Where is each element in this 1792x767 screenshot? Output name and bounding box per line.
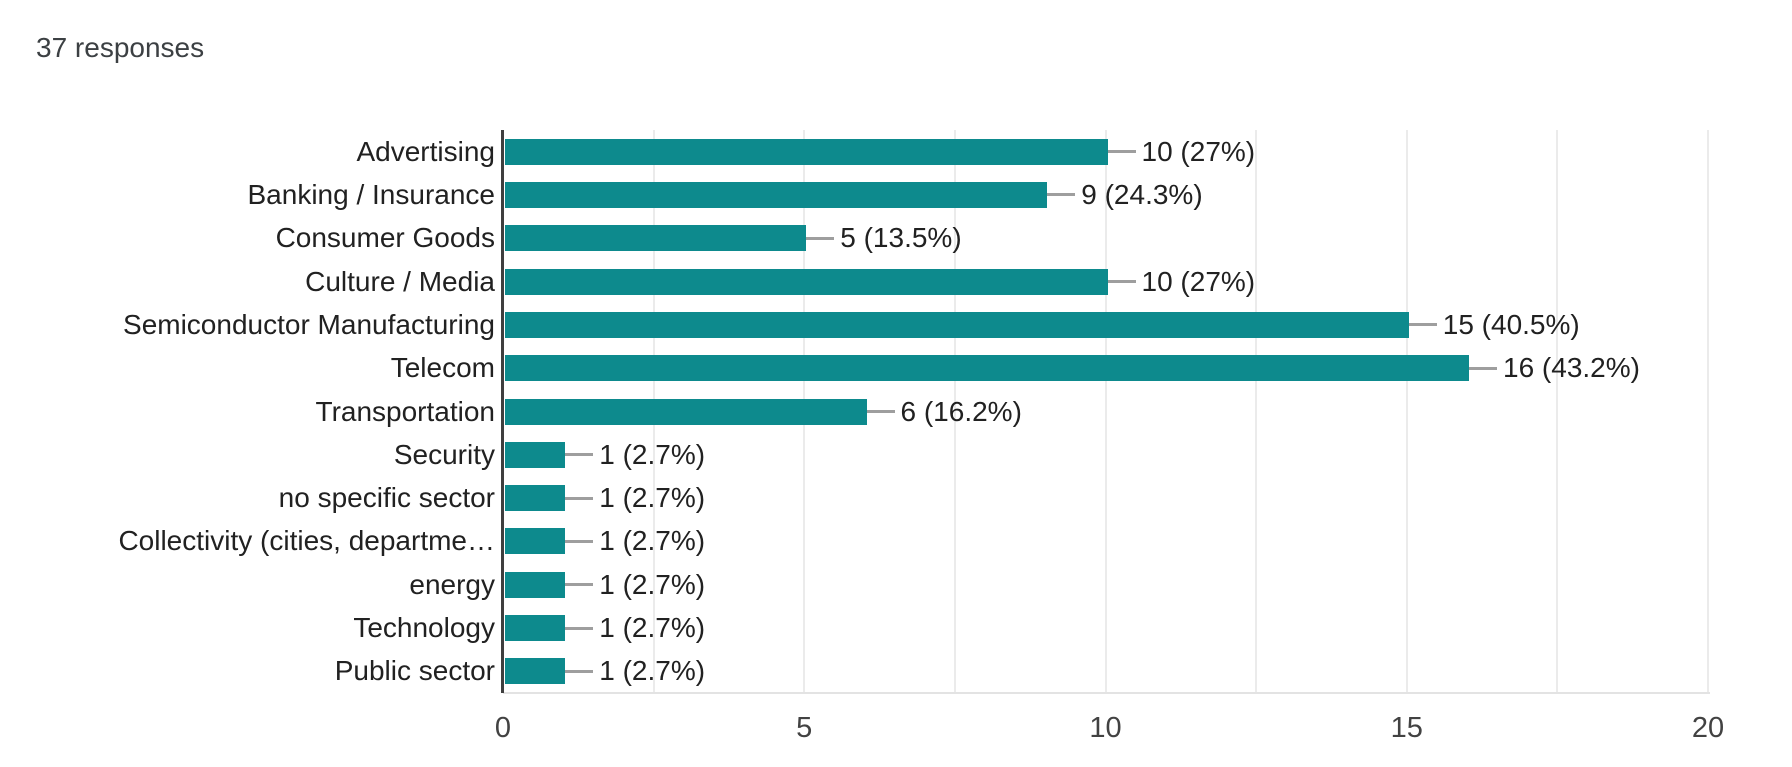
bar [505,225,807,252]
y-axis-line [501,130,504,693]
x-axis-baseline [503,692,1710,694]
category-label: Culture / Media [305,265,495,297]
bar [505,441,566,468]
bar [505,398,867,425]
bar [505,528,566,555]
value-connector-line [1469,366,1497,370]
bar-row: Collectivity (cities, departme… 1 (2.7%) [0,520,1792,563]
value-connector-line [806,236,835,240]
gridline [1556,130,1559,693]
category-label: no specific sector [278,482,495,514]
value-label: 16 (43.2%) [1503,352,1640,384]
value-connector-line [866,410,895,413]
value-connector-line [1408,323,1437,327]
category-label: Security [393,438,495,470]
category-label: energy [409,568,495,600]
gridline [1405,130,1408,693]
value-connector-line [1107,150,1136,154]
category-label: Consumer Goods [275,222,495,254]
value-connector-line [565,669,594,673]
bar-row: Technology 1 (2.7%) [0,607,1792,650]
bar [505,615,566,642]
value-label: 1 (2.7%) [599,612,706,644]
x-tick-label: 0 [494,712,512,744]
value-connector-line [565,496,594,500]
bar-row: Telecom 16 (43.2%) [0,347,1792,390]
bar [505,355,1469,382]
bar [505,181,1048,208]
bar-row: Advertising 10 (27%) [0,130,1792,173]
value-label: 1 (2.7%) [599,525,706,557]
value-connector-line [1047,193,1076,197]
category-label: Advertising [356,135,495,167]
bar-row: no specific sector 1 (2.7%) [0,477,1792,520]
gridline [1707,130,1709,693]
category-label: Transportation [315,395,496,427]
gridline [1255,130,1258,693]
bar-row: Culture / Media 10 (27%) [0,260,1792,303]
value-connector-line [565,453,594,457]
value-label: 9 (24.3%) [1081,178,1203,210]
value-label: 10 (27%) [1141,265,1256,297]
x-tick-label: 15 [1390,712,1423,744]
value-connector-line [565,626,594,630]
category-label: Public sector [334,655,495,687]
value-label: 6 (16.2%) [900,395,1022,427]
bar [505,571,566,598]
value-label: 5 (13.5%) [840,222,962,254]
category-label: Banking / Insurance [247,178,496,210]
value-label: 10 (27%) [1141,135,1256,167]
value-connector-line [1107,280,1136,284]
x-tick-label: 10 [1089,712,1122,744]
gridline [953,130,956,693]
category-label: Collectivity (cities, departme… [118,525,495,557]
value-label: 1 (2.7%) [599,482,706,514]
responses-count-label: 37 responses [36,32,205,63]
bar-row: Security 1 (2.7%) [0,433,1792,476]
category-label: Telecom [390,352,495,384]
value-label: 1 (2.7%) [599,568,706,600]
bar [505,138,1108,165]
value-label: 1 (2.7%) [599,655,706,687]
bar [505,485,566,512]
bar-row: Consumer Goods 5 (13.5%) [0,217,1792,260]
bar-row: Semiconductor Manufacturing 15 (40.5%) [0,303,1792,346]
value-label: 1 (2.7%) [599,438,706,470]
gridline [1104,130,1107,693]
x-tick-label: 5 [796,712,813,744]
bar-row: energy 1 (2.7%) [0,563,1792,606]
value-label: 15 (40.5%) [1442,308,1580,340]
category-label: Technology [353,612,495,644]
value-connector-line [565,539,594,543]
bar-row: Transportation 6 (16.2%) [0,390,1792,433]
bar [505,268,1108,295]
bar [505,311,1409,338]
bar [505,658,566,685]
x-tick-label: 20 [1691,712,1725,744]
category-label: Semiconductor Manufacturing [123,308,495,340]
bar-row: Banking / Insurance 9 (24.3%) [0,173,1792,216]
bar-row: Public sector 1 (2.7%) [0,650,1792,693]
value-connector-line [565,583,594,587]
